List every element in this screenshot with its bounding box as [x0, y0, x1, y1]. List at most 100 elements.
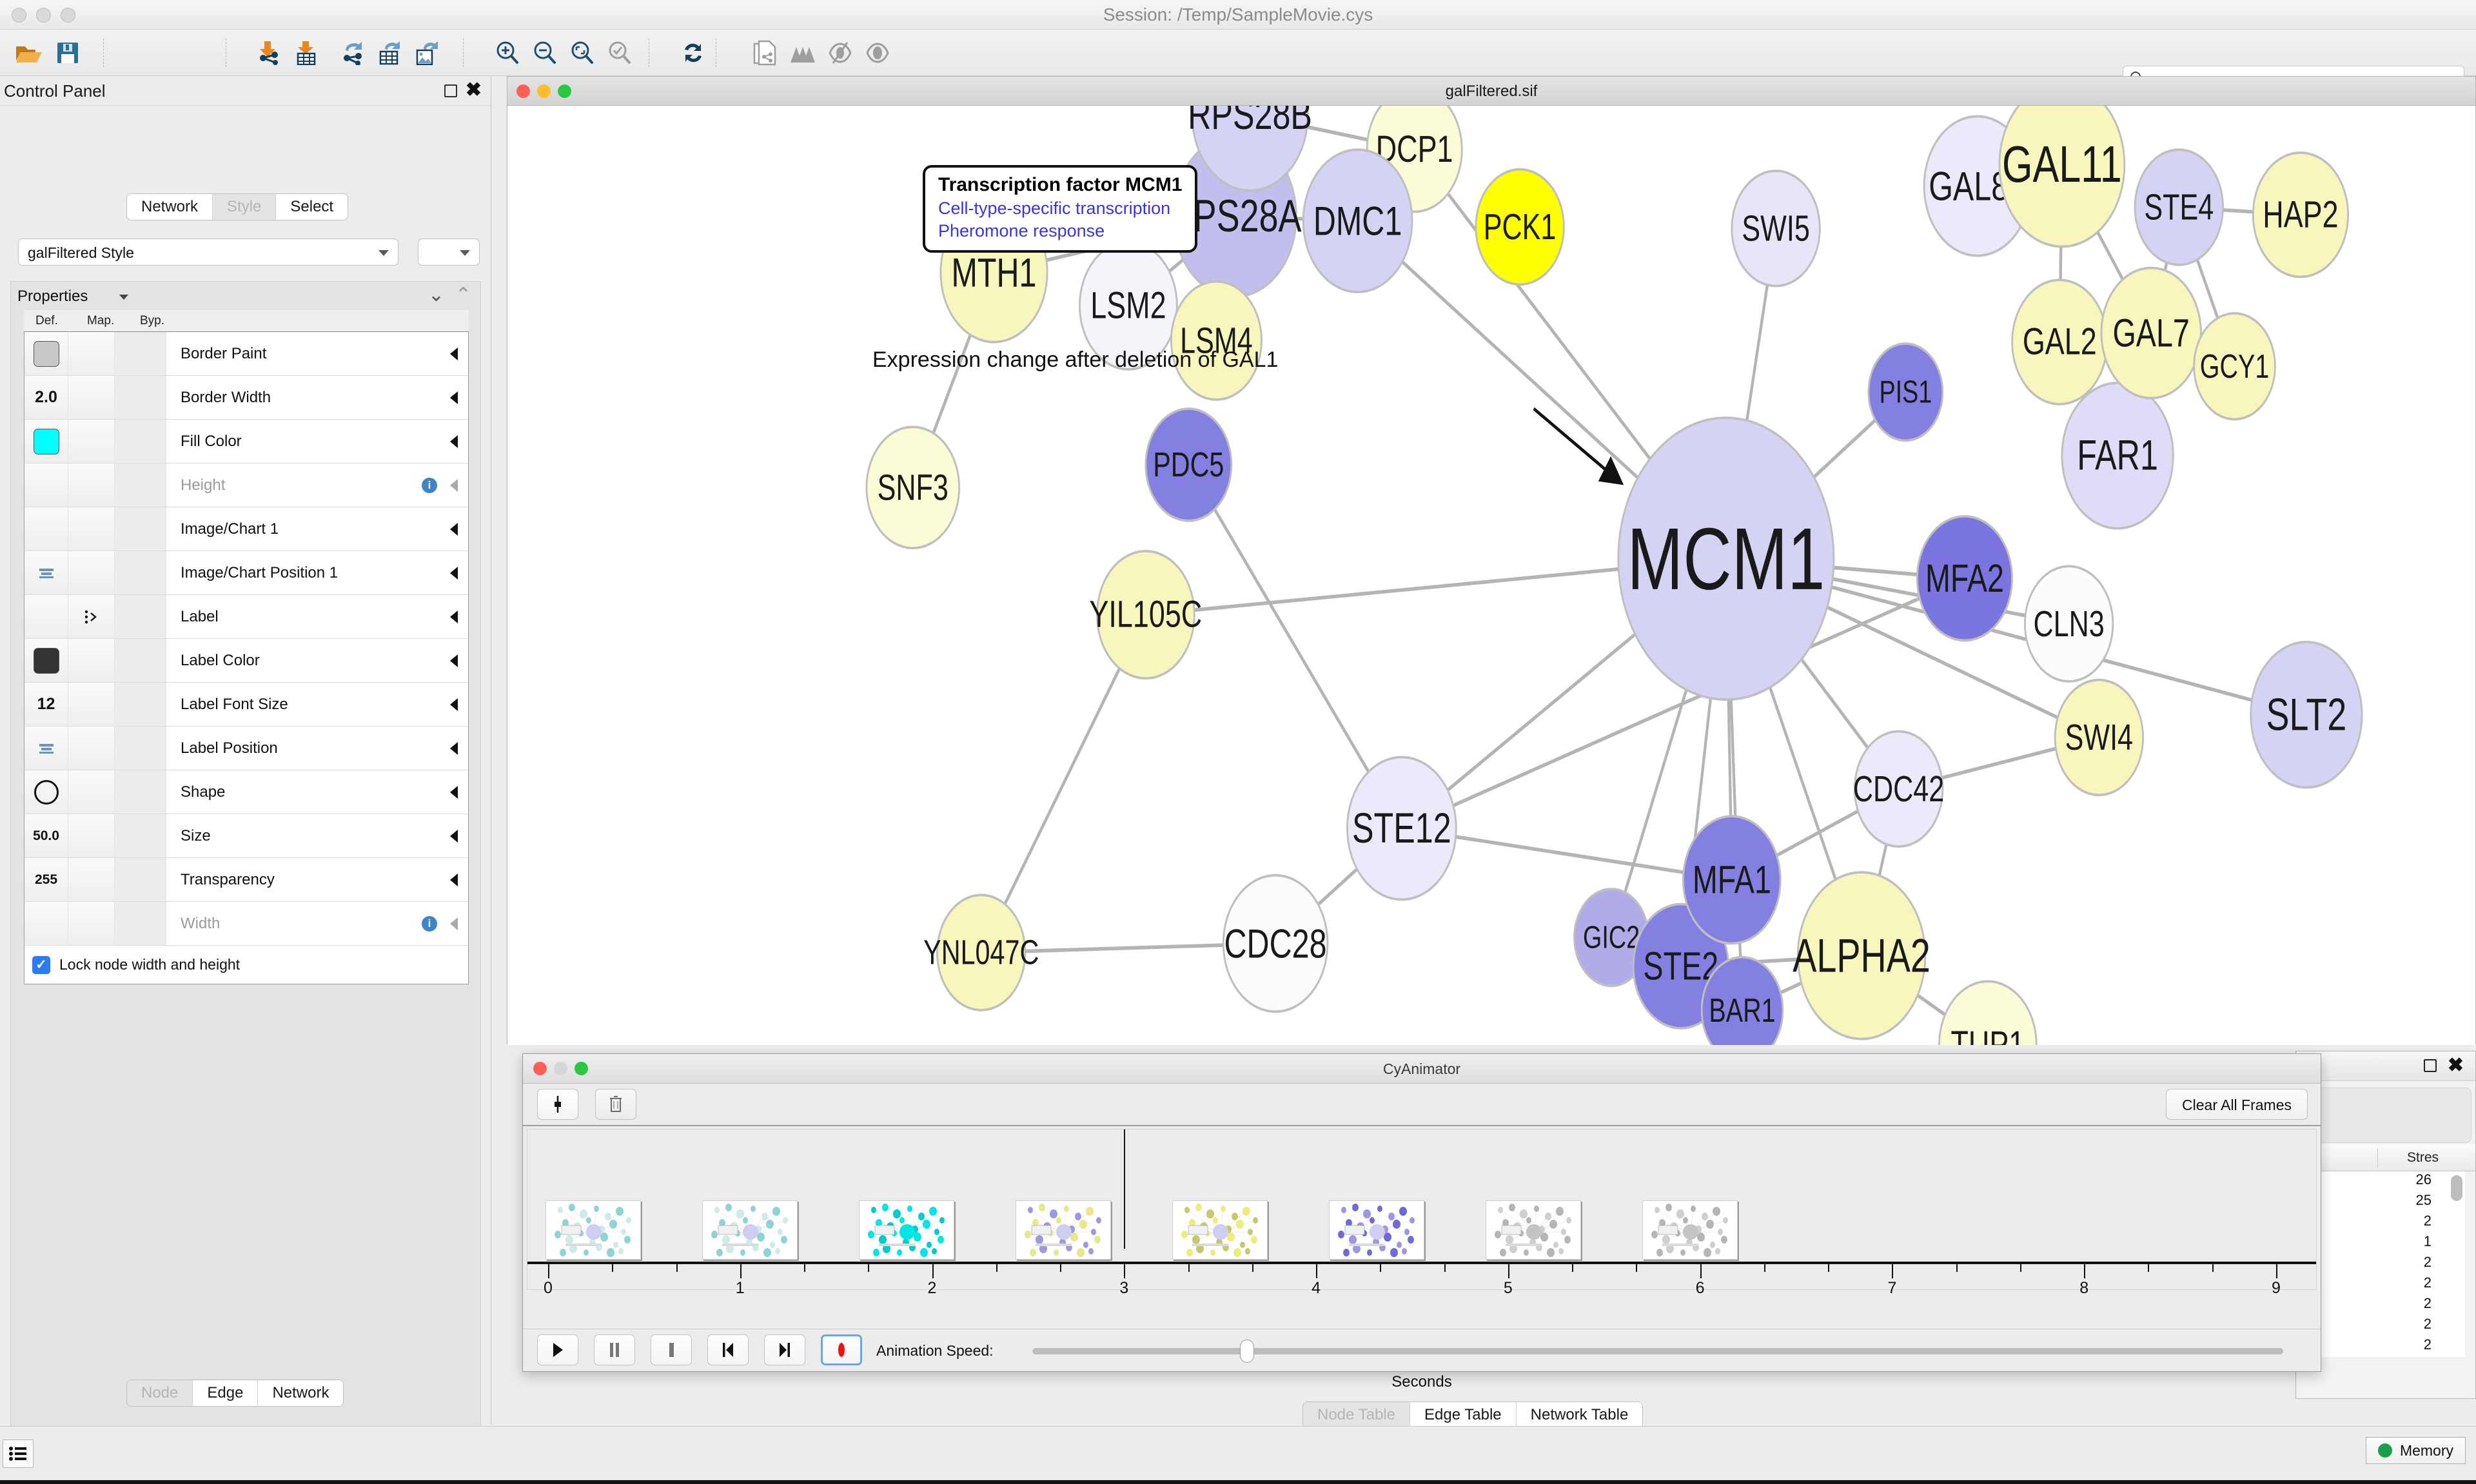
close-icon[interactable]: ✖: [2447, 1055, 2464, 1076]
property-default-cell[interactable]: [25, 639, 68, 682]
expand-arrow-icon[interactable]: [450, 698, 458, 711]
close-icon[interactable]: ✖: [465, 79, 482, 101]
cyanimator-timeline[interactable]: 0 1 2 3 4 5 6 7 8 9 Seconds: [527, 1129, 2317, 1391]
property-mapping-cell[interactable]: [68, 332, 115, 375]
network-canvas[interactable]: MTH1 SNF3 LSM2 RPS28A RPS28B LSM4 PDC5 D…: [507, 106, 2475, 1045]
graph-node[interactable]: MCM1: [1617, 416, 1835, 701]
position-icon[interactable]: [38, 741, 55, 756]
export-image-button[interactable]: [410, 36, 445, 70]
graph-node[interactable]: GAL2: [2011, 278, 2108, 405]
expand-arrow-icon[interactable]: [450, 917, 458, 930]
graph-node[interactable]: SNF3: [865, 425, 961, 550]
expand-arrow-icon[interactable]: [450, 479, 458, 492]
import-network-button[interactable]: [251, 36, 286, 70]
tab-node[interactable]: Node: [127, 1380, 193, 1406]
new-network-button[interactable]: [748, 36, 783, 70]
timeline-frame[interactable]: [545, 1200, 641, 1260]
property-bypass-cell[interactable]: [115, 376, 166, 419]
tab-network[interactable]: Network: [127, 194, 213, 220]
fit-network-button[interactable]: [602, 36, 637, 70]
property-mapping-cell[interactable]: [68, 639, 115, 682]
expand-arrow-icon[interactable]: [450, 567, 458, 580]
fit-selected-button[interactable]: [565, 36, 600, 70]
window-minimize-button[interactable]: [36, 8, 51, 23]
graph-node[interactable]: GIC2: [1573, 888, 1649, 988]
expand-arrow-icon[interactable]: [450, 435, 458, 448]
import-table-button[interactable]: [289, 36, 324, 70]
timeline-frame[interactable]: [1486, 1200, 1581, 1260]
property-default-cell[interactable]: [25, 420, 68, 463]
graph-node[interactable]: TUP1: [1938, 980, 2038, 1045]
graph-node[interactable]: MFA1: [1682, 815, 1782, 945]
timeline-playhead[interactable]: [1124, 1129, 1126, 1249]
graph-node[interactable]: SLT2: [2250, 641, 2363, 789]
property-row[interactable]: Fill Color: [25, 420, 468, 464]
graph-node[interactable]: CDC42: [1853, 730, 1944, 848]
property-row[interactable]: Label Color: [25, 639, 468, 683]
property-default-cell[interactable]: 12: [25, 683, 68, 726]
stop-button[interactable]: [651, 1334, 692, 1365]
color-swatch[interactable]: [33, 340, 59, 367]
graph-node[interactable]: PDC5: [1145, 407, 1233, 522]
property-mapping-cell[interactable]: [68, 595, 115, 638]
property-default-cell[interactable]: [25, 507, 68, 551]
property-row[interactable]: Image/Chart 1: [25, 507, 468, 551]
zoom-out-button[interactable]: [527, 36, 562, 70]
graph-node[interactable]: LSM2: [1079, 240, 1178, 371]
graph-node[interactable]: RPS28B: [1188, 106, 1312, 192]
graph-node[interactable]: STE12: [1346, 756, 1457, 901]
graph-node[interactable]: CLN3: [2023, 565, 2114, 683]
property-row[interactable]: 50.0 Size: [25, 814, 468, 858]
info-icon[interactable]: i: [422, 478, 437, 493]
expand-arrow-icon[interactable]: [450, 347, 458, 360]
graph-node[interactable]: DMC1: [1302, 148, 1413, 293]
memory-status-button[interactable]: Memory: [2365, 1437, 2466, 1464]
property-mapping-cell[interactable]: [68, 814, 115, 857]
property-default-cell[interactable]: [25, 332, 68, 375]
timeline-frame[interactable]: [1329, 1200, 1424, 1260]
float-window-icon[interactable]: [444, 84, 457, 97]
timeline-frame[interactable]: [859, 1200, 954, 1260]
open-file-button[interactable]: [12, 36, 46, 70]
chevrons-up-icon[interactable]: ⌃: [455, 284, 471, 306]
clear-all-frames-button[interactable]: Clear All Frames: [2166, 1089, 2308, 1120]
passthrough-mapping-icon[interactable]: [83, 609, 100, 625]
graph-node[interactable]: LSM4: [1170, 280, 1263, 401]
tab-network-table[interactable]: Network Table: [1516, 1402, 1643, 1428]
property-mapping-cell[interactable]: [68, 507, 115, 551]
expand-arrow-icon[interactable]: [450, 610, 458, 623]
property-mapping-cell[interactable]: [68, 376, 115, 419]
graph-node[interactable]: FAR1: [2061, 382, 2174, 530]
floppy-save-icon[interactable]: [50, 36, 85, 70]
window-maximize-button[interactable]: [558, 84, 571, 98]
property-default-cell[interactable]: [25, 595, 68, 638]
record-button[interactable]: [821, 1334, 862, 1365]
property-bypass-cell[interactable]: [115, 639, 166, 682]
graph-node[interactable]: ALPHA2: [1793, 871, 1931, 1040]
network-graph[interactable]: MTH1 SNF3 LSM2 RPS28A RPS28B LSM4 PDC5 D…: [507, 106, 2475, 1045]
graph-node[interactable]: GAL7: [2100, 266, 2202, 400]
graph-node[interactable]: GCY1: [2193, 312, 2276, 421]
window-minimize-button[interactable]: [537, 84, 551, 98]
expand-arrow-icon[interactable]: [450, 391, 458, 404]
zoom-in-button[interactable]: [490, 36, 525, 70]
expand-arrow-icon[interactable]: [450, 830, 458, 843]
tab-node-table[interactable]: Node Table: [1303, 1402, 1410, 1428]
color-swatch[interactable]: [33, 647, 59, 674]
property-mapping-cell[interactable]: [68, 464, 115, 507]
expand-arrow-icon[interactable]: [450, 786, 458, 799]
property-bypass-cell[interactable]: [115, 858, 166, 901]
property-bypass-cell[interactable]: [115, 420, 166, 463]
expand-arrow-icon[interactable]: [450, 874, 458, 886]
property-bypass-cell[interactable]: [115, 551, 166, 594]
property-row[interactable]: 2.0 Border Width: [25, 376, 468, 420]
property-row[interactable]: Image/Chart Position 1: [25, 551, 468, 595]
window-close-button[interactable]: [12, 8, 26, 23]
lock-node-size-row[interactable]: ✓ Lock node width and height: [24, 946, 469, 984]
window-maximize-button[interactable]: [61, 8, 75, 23]
timeline-frame[interactable]: [1642, 1200, 1738, 1260]
property-row[interactable]: Height i: [25, 464, 468, 507]
property-mapping-cell[interactable]: [68, 420, 115, 463]
property-mapping-cell[interactable]: [68, 770, 115, 814]
window-minimize-button[interactable]: [554, 1062, 567, 1075]
